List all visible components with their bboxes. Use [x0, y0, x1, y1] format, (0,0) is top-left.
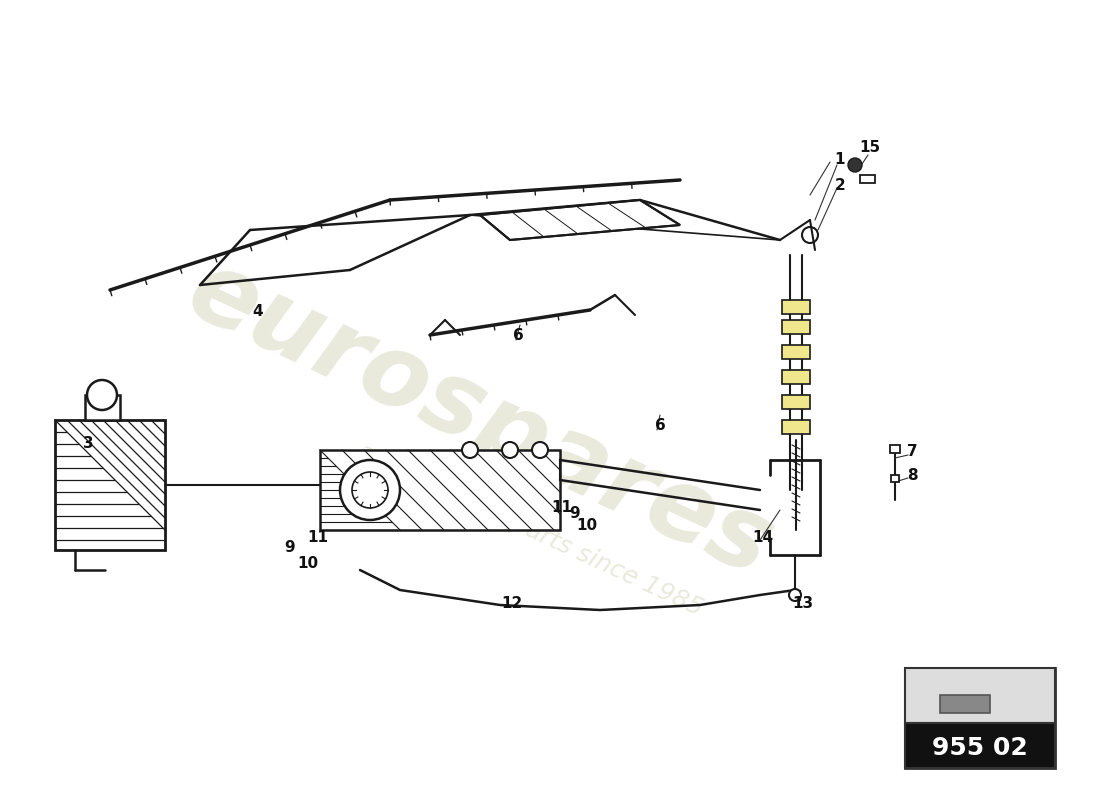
- Text: 14: 14: [752, 530, 773, 546]
- Text: 10: 10: [297, 555, 319, 570]
- Bar: [940, 695, 990, 713]
- Text: 10: 10: [576, 518, 597, 533]
- Text: 1: 1: [835, 153, 845, 167]
- Bar: [55, 420, 165, 550]
- Bar: [782, 345, 810, 359]
- Bar: [890, 445, 900, 453]
- Bar: [782, 420, 810, 434]
- Text: 9: 9: [570, 506, 581, 521]
- Text: 8: 8: [906, 467, 917, 482]
- Circle shape: [789, 589, 801, 601]
- Text: 9: 9: [285, 541, 295, 555]
- Bar: [782, 395, 810, 409]
- Circle shape: [462, 442, 478, 458]
- Text: eurospares: eurospares: [173, 242, 788, 598]
- Text: 12: 12: [502, 595, 522, 610]
- Text: 11: 11: [308, 530, 329, 546]
- Bar: [891, 475, 899, 482]
- Bar: [85, 395, 120, 420]
- Bar: [905, 668, 1055, 723]
- Text: 11: 11: [551, 501, 572, 515]
- Text: 6: 6: [654, 418, 666, 433]
- Bar: [320, 450, 560, 530]
- Bar: [905, 723, 1055, 768]
- Text: 955 02: 955 02: [932, 736, 1027, 760]
- Bar: [782, 320, 810, 334]
- Text: 4: 4: [253, 305, 263, 319]
- Text: 7: 7: [906, 445, 917, 459]
- Bar: [782, 300, 810, 314]
- Text: 15: 15: [859, 141, 881, 155]
- Bar: [782, 370, 810, 384]
- Text: 6: 6: [513, 327, 524, 342]
- Bar: [905, 668, 1055, 768]
- Text: a passion for parts since 1985: a passion for parts since 1985: [354, 439, 706, 621]
- Circle shape: [87, 380, 117, 410]
- Polygon shape: [480, 200, 680, 240]
- Circle shape: [502, 442, 518, 458]
- Circle shape: [340, 460, 400, 520]
- Circle shape: [532, 442, 548, 458]
- Text: 2: 2: [835, 178, 846, 193]
- Circle shape: [848, 158, 862, 172]
- Text: 3: 3: [82, 435, 94, 450]
- Text: 13: 13: [792, 595, 814, 610]
- Bar: [860, 175, 875, 183]
